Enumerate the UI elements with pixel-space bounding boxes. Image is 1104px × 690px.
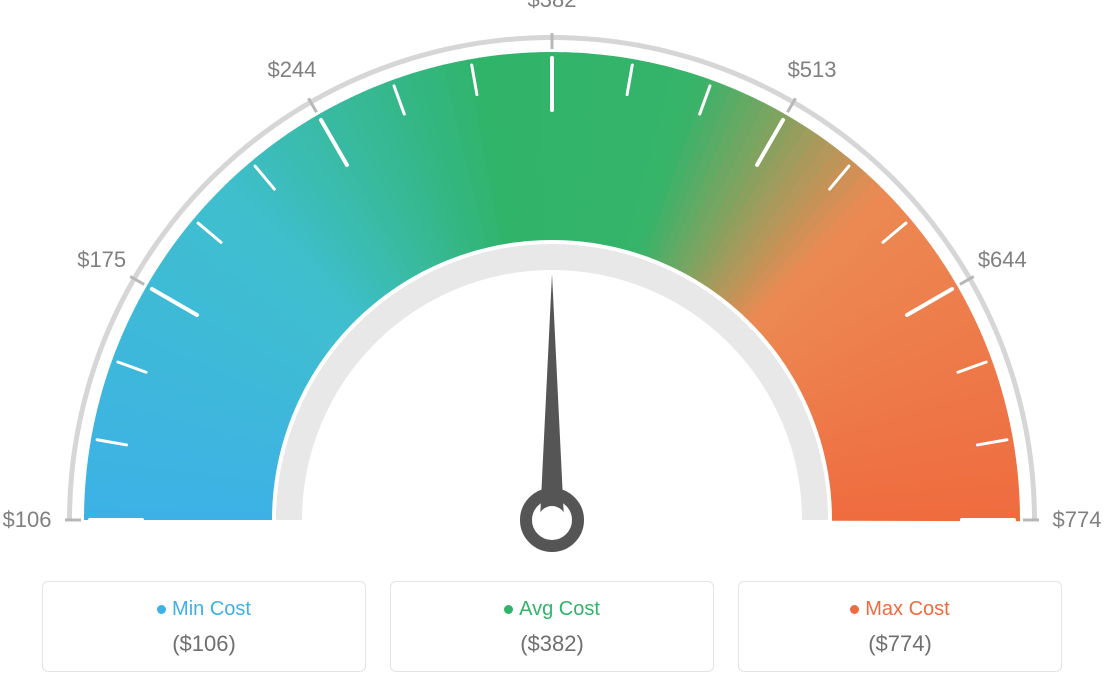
gauge-tick-label: $175 <box>77 247 126 273</box>
legend-title-text: Min Cost <box>172 598 251 620</box>
legend-card-min: Min Cost ($106) <box>42 581 366 672</box>
legend-value-avg: ($382) <box>401 631 703 657</box>
gauge-tick-label: $244 <box>267 57 316 83</box>
legend-title-max: Max Cost <box>749 598 1051 621</box>
gauge-tick-label: $382 <box>528 0 577 13</box>
gauge-area: $106$175$244$382$513$644$774 <box>0 10 1104 570</box>
gauge-tick-label: $644 <box>978 247 1027 273</box>
legend-title-min: Min Cost <box>53 598 355 621</box>
gauge-svg <box>0 10 1104 570</box>
legend-card-max: Max Cost ($774) <box>738 581 1062 672</box>
legend-value-max: ($774) <box>749 631 1051 657</box>
dot-icon <box>504 605 513 614</box>
gauge-tick-label: $774 <box>1053 507 1102 533</box>
dot-icon <box>850 605 859 614</box>
legend-value-min: ($106) <box>53 631 355 657</box>
cost-gauge-chart: $106 $175 $244 $382 $513 $644 $774 Min Cost ($… <box>0 0 1104 690</box>
legend-title-avg: Avg Cost <box>401 598 703 621</box>
legend-card-avg: Avg Cost ($382) <box>390 581 714 672</box>
gauge-tick-label: $513 <box>788 57 837 83</box>
legend-row: Min Cost ($106) Avg Cost ($382) Max Cost… <box>0 581 1104 672</box>
legend-title-text: Avg Cost <box>519 598 600 620</box>
legend-title-text: Max Cost <box>865 598 949 620</box>
gauge-tick-label: $106 <box>3 507 52 533</box>
dot-icon <box>157 605 166 614</box>
